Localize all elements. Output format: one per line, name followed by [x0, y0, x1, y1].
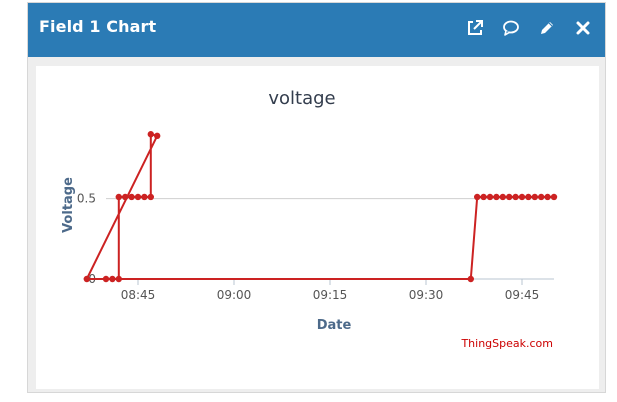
data-point — [512, 193, 519, 201]
data-point — [518, 193, 526, 201]
chart-title: voltage — [268, 88, 335, 109]
data-point — [493, 193, 500, 201]
widget-toolbar — [466, 17, 592, 39]
data-point — [538, 193, 545, 201]
data-point — [83, 275, 90, 283]
data-point — [467, 275, 474, 283]
comment-icon[interactable] — [502, 19, 520, 37]
x-tick-label: 09:00 — [217, 288, 252, 302]
voltage-chart: voltage Voltage Date ThingSpeak.com 00.5… — [61, 88, 558, 350]
data-point — [102, 275, 110, 283]
chart-series — [83, 131, 558, 283]
data-point — [109, 275, 116, 283]
data-point — [486, 193, 494, 201]
widget-header: Field 1 Chart — [28, 3, 605, 57]
data-point — [506, 193, 513, 201]
data-point — [122, 193, 129, 201]
pencil-icon[interactable] — [538, 19, 556, 37]
chart-grid — [106, 198, 554, 280]
data-point — [147, 131, 154, 138]
data-point — [474, 193, 481, 201]
data-point — [525, 193, 532, 201]
y-tick-label: 0.5 — [77, 192, 96, 206]
thingspeak-credit-link[interactable]: ThingSpeak.com — [460, 337, 553, 350]
data-point — [134, 193, 142, 201]
x-tick-label: 09:15 — [313, 288, 348, 302]
x-tick-label: 09:45 — [505, 288, 540, 302]
chart-ticks: 00.508:45 09:00 09:15 09:30 09:45 — [77, 192, 539, 302]
x-tick-label: 08:45 — [121, 288, 156, 302]
series-line — [85, 133, 554, 280]
data-point — [128, 193, 135, 201]
data-point — [550, 193, 558, 201]
close-icon[interactable] — [574, 19, 592, 37]
widget-title: Field 1 Chart — [39, 17, 157, 36]
chart-widget: Field 1 Chart — [27, 2, 606, 393]
data-point — [147, 193, 154, 201]
data-point — [531, 193, 538, 201]
data-point — [544, 193, 551, 201]
data-point — [141, 193, 148, 201]
x-tick-label: 09:30 — [409, 288, 444, 302]
data-point — [154, 132, 161, 140]
data-point — [115, 275, 123, 283]
y-axis-label: Voltage — [61, 177, 76, 233]
data-point — [499, 193, 506, 201]
x-axis-label: Date — [317, 318, 352, 333]
chart-panel: voltage Voltage Date ThingSpeak.com 0 0.5… — [36, 66, 599, 389]
external-link-icon[interactable] — [466, 19, 484, 37]
data-point — [115, 193, 123, 201]
data-point — [480, 193, 487, 201]
